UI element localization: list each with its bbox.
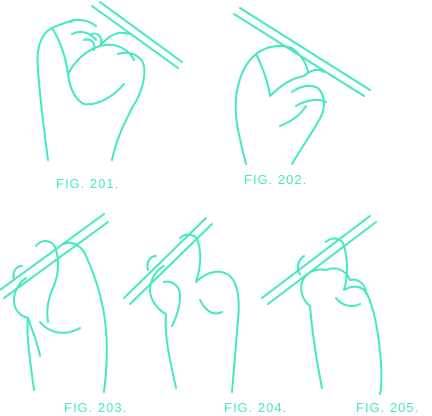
fig-203-caption: FIG. 203. — [64, 400, 128, 415]
fig-204-caption: FIG. 204. — [224, 400, 288, 415]
hand-drawing-fig-203 — [0, 213, 109, 393]
hand-drawing-fig-202 — [233, 7, 371, 165]
fig-201-caption: FIG. 201. — [56, 176, 120, 191]
fig-202-caption: FIG. 202. — [244, 172, 308, 187]
hand-drawing-fig-204 — [123, 217, 240, 393]
fig-205-caption: FIG. 205. — [356, 400, 420, 415]
hand-drawing-fig-205 — [261, 215, 383, 395]
hand-drawing-fig-201 — [36, 1, 183, 161]
